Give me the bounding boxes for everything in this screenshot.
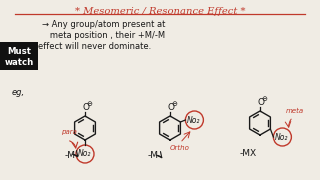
Text: ⊖: ⊖ xyxy=(172,100,177,107)
Text: Must
watch: Must watch xyxy=(4,47,34,67)
Text: eg,: eg, xyxy=(12,88,25,97)
Text: Ortho: Ortho xyxy=(170,145,190,151)
Text: → Any group/atom present at: → Any group/atom present at xyxy=(42,20,165,29)
Text: No₂: No₂ xyxy=(77,150,91,159)
Text: effect will never dominate.: effect will never dominate. xyxy=(38,42,151,51)
Text: No₂: No₂ xyxy=(275,132,288,141)
Text: para: para xyxy=(61,129,77,135)
Text: * Mesomeric / Resonance Effect *: * Mesomeric / Resonance Effect * xyxy=(75,7,245,16)
Text: -MX: -MX xyxy=(240,148,257,158)
FancyBboxPatch shape xyxy=(0,42,38,70)
Text: O: O xyxy=(167,102,174,111)
Text: -M: -M xyxy=(65,152,76,161)
Text: ⊖: ⊖ xyxy=(261,96,268,102)
Text: O: O xyxy=(83,102,90,111)
Text: O: O xyxy=(258,98,265,107)
Text: No₂: No₂ xyxy=(187,116,200,125)
Text: -M: -M xyxy=(148,152,159,161)
Text: ⊖: ⊖ xyxy=(87,100,92,107)
Text: meta: meta xyxy=(286,108,304,114)
Text: meta position , their +M/-M: meta position , their +M/-M xyxy=(42,31,165,40)
